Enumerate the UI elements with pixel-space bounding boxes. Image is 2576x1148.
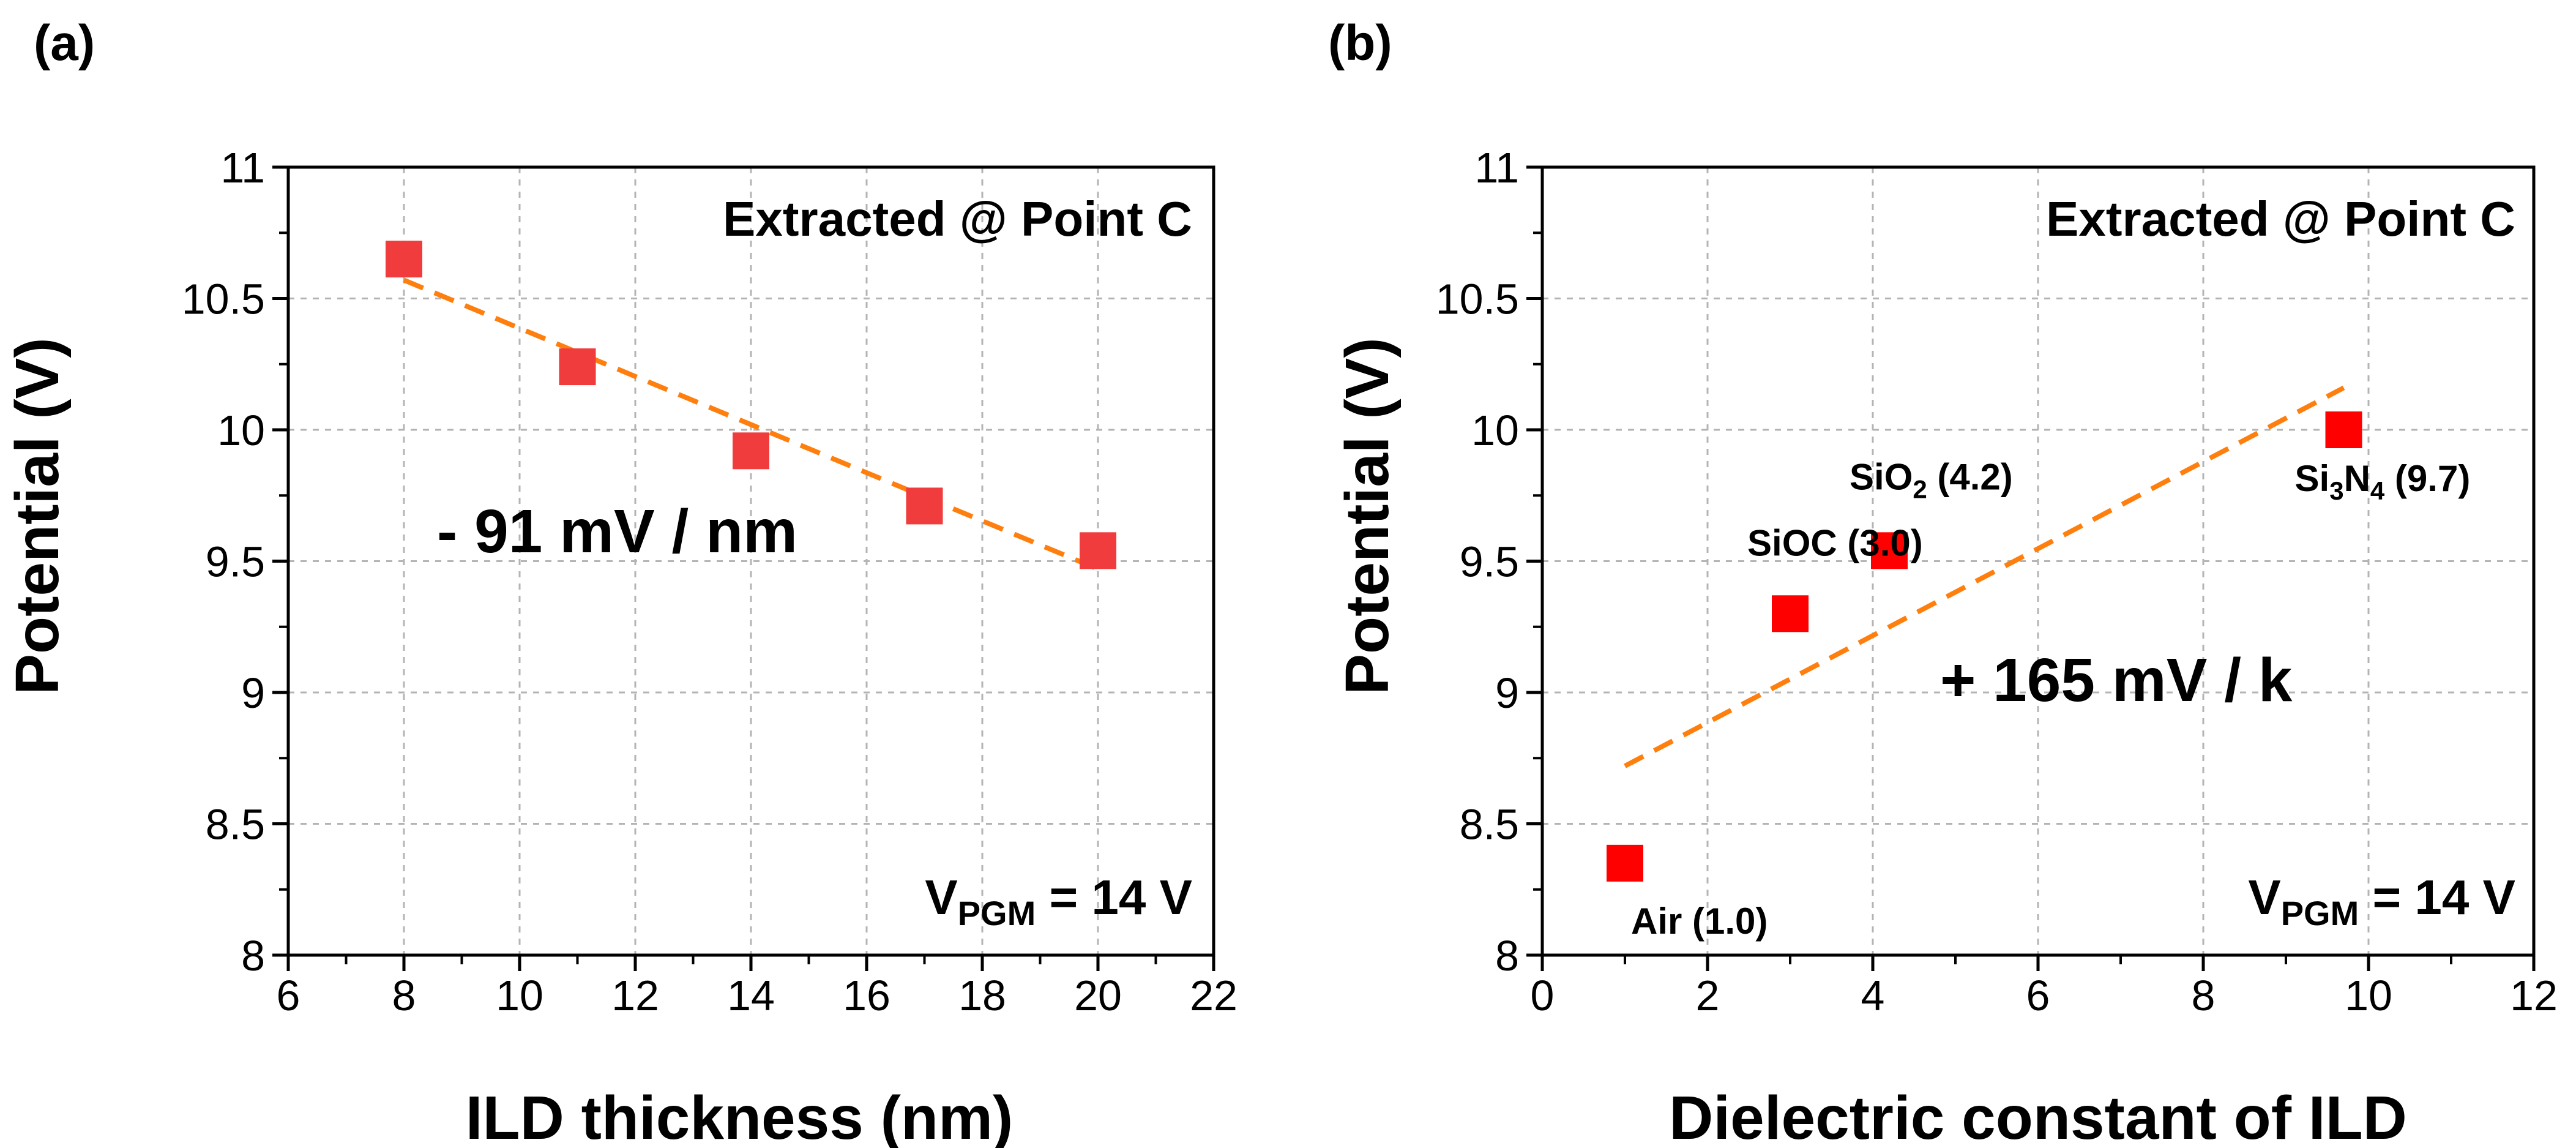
panel-b-frame — [1540, 165, 2536, 957]
panel-a-point-0 — [386, 241, 422, 278]
panel-a-points — [386, 241, 1116, 569]
panel-b-point-label-3-part-2: N — [2344, 458, 2370, 499]
panel-b-fit-group — [1624, 385, 2345, 768]
panel-b-ticks — [1526, 165, 2536, 971]
panel-b-vpgm-suffix: = 14 V — [2359, 870, 2515, 925]
panel-a-vpgm-sub: PGM — [958, 894, 1036, 932]
panel-a-ytick-label-1: 8.5 — [206, 801, 265, 849]
panel-a-point-4 — [1080, 532, 1116, 569]
panel-b-ytick-label-1: 8.5 — [1460, 801, 1519, 849]
panel-a-xtick-label-16: 16 — [843, 972, 890, 1019]
panel-b-ytick-label-2: 9 — [1495, 669, 1519, 717]
panel-a-xtick-label-10: 10 — [496, 972, 543, 1019]
panel-b-point-label-3-part-0: Si — [2295, 458, 2330, 499]
panel-b-point-labels: Air (1.0) SiOC (3.0) SiO2 (4.2) Si3N4 (9.7) — [1631, 456, 2470, 942]
panel-b-point-label-3: Si3N4 (9.7) — [2295, 458, 2471, 505]
panel-a-fit-line — [403, 277, 1099, 572]
panel-a-xtick-label-18: 18 — [958, 972, 1006, 1019]
panel-b-xtick-label-4: 4 — [1861, 972, 1885, 1019]
panel-b-ytick-label-6: 11 — [1474, 144, 1519, 192]
panel-a-point-1 — [559, 348, 596, 386]
panel-a-ticks — [272, 165, 1215, 971]
panel-b-vpgm-sub: PGM — [2281, 894, 2359, 932]
panel-b-xtick-label-10: 10 — [2345, 972, 2392, 1019]
panel-b-point-label-2-part-0: SiO — [1850, 456, 1913, 497]
panel-b-xtick-label-8: 8 — [2192, 972, 2216, 1019]
panel-b-point-3 — [2325, 411, 2362, 448]
panel-b-point-label-0-part-0: Air (1.0) — [1631, 901, 1768, 942]
panel-b-annotation-top: Extracted @ Point C — [2046, 192, 2515, 246]
panel-a-xtick-label-6: 6 — [277, 972, 301, 1019]
panel-a-ytick-label-6: 11 — [220, 144, 265, 192]
panel-a-ytick-label-3: 9.5 — [206, 538, 265, 586]
panel-b-point-label-0: Air (1.0) — [1631, 901, 1768, 942]
panel-a-slope-annotation: - 91 mV / nm — [437, 497, 797, 566]
panel-a-fit-group — [403, 277, 1099, 572]
panel-a-ytick-label-4: 10 — [217, 407, 265, 454]
panel-a-point-3 — [906, 487, 943, 525]
panel-b-label: (b) — [1328, 15, 1392, 71]
panel-b-ytick-label-0: 8 — [1495, 932, 1519, 980]
panel-b-ylabel: Potential (V) — [1333, 337, 1402, 694]
panel-a-vpgm-annotation: VPGM = 14 V — [925, 870, 1192, 932]
panel-b-xtick-label-0: 0 — [1531, 972, 1555, 1019]
panel-a-frame — [286, 165, 1215, 957]
panel-b-chart: (b) Air (1.0)SiOC (3.0)SiO2 (4.2) Si3N4 (… — [1328, 15, 2558, 1148]
panel-b-point-label-3-part-4: (9.7) — [2384, 458, 2470, 499]
panel-a-xtick-label-20: 20 — [1074, 972, 1122, 1019]
panel-a-ylabel: Potential (V) — [3, 337, 72, 694]
panel-b-ytick-label-5: 10.5 — [1436, 276, 1519, 323]
panel-b-point-label-2-part-2: (4.2) — [1927, 456, 2013, 497]
panel-b-xtick-label-2: 2 — [1696, 972, 1720, 1019]
panel-b-grid — [1542, 167, 2534, 955]
panel-b-point-label-3-part-1: 3 — [2329, 476, 2343, 505]
panel-b-xtick-label-12: 12 — [2510, 972, 2558, 1019]
panel-b-point-label-3-part-3: 4 — [2370, 476, 2385, 505]
panel-a-xtick-label-8: 8 — [392, 972, 416, 1019]
panel-b-ytick-label-4: 10 — [1471, 407, 1519, 454]
panel-b-point-0 — [1607, 844, 1643, 882]
panel-b-point-label-2: SiO2 (4.2) — [1850, 456, 2013, 503]
panel-a-annotation-top: Extracted @ Point C — [723, 192, 1192, 246]
panel-a-ytick-label-5: 10.5 — [182, 276, 265, 323]
panel-a-label: (a) — [34, 15, 95, 71]
panel-a-ytick-label-2: 9 — [241, 669, 265, 717]
panel-a-ytick-label-0: 8 — [241, 932, 265, 980]
panel-a-xlabel: ILD thickness (nm) — [466, 1084, 1014, 1148]
panel-b-tick-labels: 0 2 4 6 8 10 12 8 8.5 9 9.5 10 10.5 11 — [1436, 144, 2558, 1019]
panel-b-xlabel: Dielectric constant of ILD — [1669, 1084, 2407, 1148]
panel-a-vpgm-prefix: V — [925, 870, 957, 925]
panel-b-xtick-label-6: 6 — [2026, 972, 2050, 1019]
panel-b-point-label-1-part-0: SiOC (3.0) — [1747, 522, 1923, 563]
panel-a-xtick-label-14: 14 — [727, 972, 775, 1019]
panel-a-vpgm-suffix: = 14 V — [1036, 870, 1192, 925]
panel-b-slope-annotation: + 165 mV / k — [1940, 646, 2293, 715]
panel-b-fit-line — [1624, 385, 2345, 768]
panel-b-points — [1607, 411, 2362, 882]
panel-b-ytick-label-3: 9.5 — [1460, 538, 1519, 586]
panel-a-xtick-label-22: 22 — [1190, 972, 1238, 1019]
panel-b-point-1 — [1772, 595, 1809, 632]
panel-a-xtick-label-12: 12 — [611, 972, 659, 1019]
panel-b-point-2 — [1871, 532, 1908, 569]
panel-a-point-2 — [733, 432, 769, 470]
panel-b-vpgm-prefix: V — [2248, 870, 2280, 925]
panel-b-point-label-1: SiOC (3.0) — [1747, 522, 1923, 563]
panel-b-point-label-2-part-1: 2 — [1913, 475, 1927, 503]
panel-b-vpgm-annotation: VPGM = 14 V — [2248, 870, 2515, 932]
